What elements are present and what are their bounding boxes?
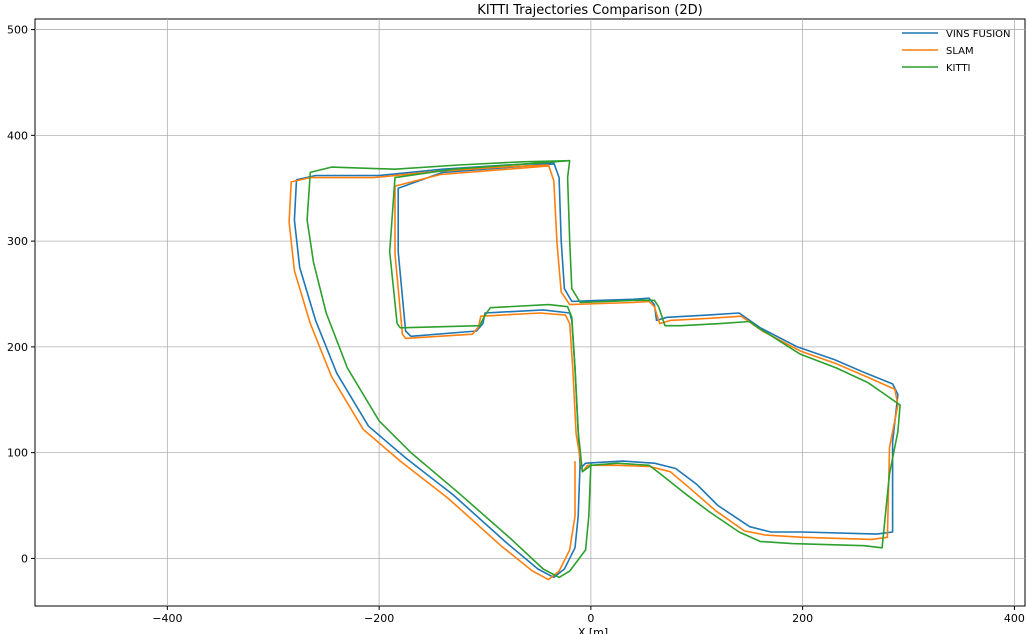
legend-label: KITTI <box>946 63 971 74</box>
x-axis-ticks: −400 −200 0 200 400 <box>152 606 1025 625</box>
y-tick-label: 100 <box>7 447 28 460</box>
legend: VINS FUSION SLAM KITTI <box>902 29 1011 74</box>
y-tick-label: 200 <box>7 341 28 354</box>
series-line-slam <box>288 164 899 581</box>
series-line-vins-fusion <box>293 162 899 579</box>
chart-title: KITTI Trajectories Comparison (2D) <box>477 3 702 18</box>
y-tick-label: 0 <box>21 552 28 565</box>
y-tick-label: 400 <box>7 129 28 142</box>
y-axis-ticks: 0 100 200 300 400 500 <box>7 24 35 565</box>
y-tick-label: 500 <box>7 24 28 37</box>
x-tick-label: 200 <box>792 612 813 625</box>
y-tick-label: 300 <box>7 235 28 248</box>
legend-label: SLAM <box>946 46 974 57</box>
plot-area-frame <box>34 18 1026 607</box>
x-tick-label: 400 <box>1004 612 1025 625</box>
series-group <box>288 159 901 581</box>
x-tick-label: −200 <box>364 612 394 625</box>
x-tick-label: 0 <box>587 612 594 625</box>
grid <box>35 19 1025 606</box>
x-axis-label: X [m] <box>578 626 608 634</box>
series-line-kitti <box>306 159 901 579</box>
x-tick-label: −400 <box>152 612 182 625</box>
legend-label: VINS FUSION <box>946 29 1011 40</box>
